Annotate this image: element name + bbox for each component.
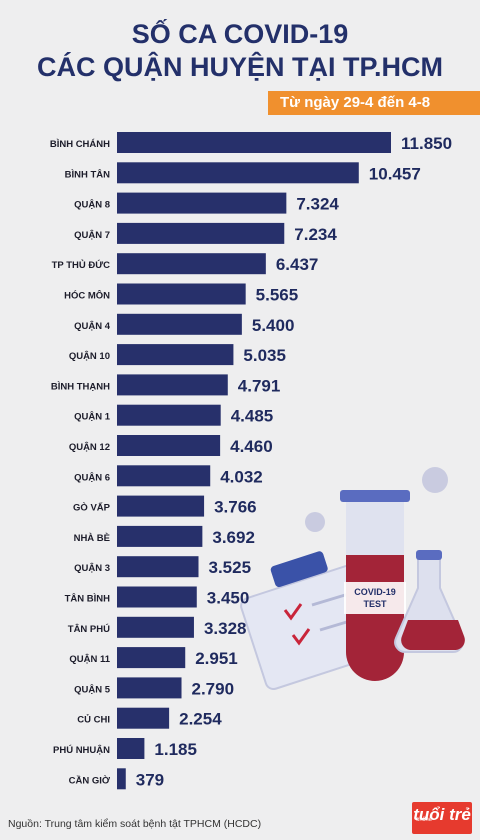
value-label: 10.457 [369,164,421,183]
value-label: 3.450 [207,589,250,608]
category-label: TÂN BÌNH [65,593,111,605]
category-label: BÌNH THẠNH [51,381,110,392]
value-label: 379 [136,770,164,789]
bar [117,344,233,365]
value-label: 2.254 [179,710,222,729]
bar [117,132,391,153]
category-label: QUẬN 4 [74,320,111,332]
value-label: 4.032 [220,467,263,486]
category-label: GÒ VẤP [73,502,111,514]
source-note: Nguồn: Trung tâm kiểm soát bệnh tật TPHC… [8,818,261,830]
bar [117,556,199,577]
category-label: QUẬN 10 [69,350,110,362]
bar [117,435,220,456]
value-label: 5.400 [252,316,295,335]
category-label: QUẬN 8 [74,199,110,211]
value-label: 4.460 [230,437,273,456]
value-label: 3.525 [209,558,252,577]
category-label: CỦ CHI [77,714,110,726]
category-label: QUẬN 5 [74,683,111,695]
bar [117,617,194,638]
category-label: BÌNH TÂN [65,168,111,180]
value-label: 5.565 [256,286,299,305]
logo-subtext: online [416,807,432,833]
category-label: PHÚ NHUẬN [53,744,110,756]
bar [117,193,286,214]
bar [117,587,197,608]
value-label: 7.324 [296,195,339,214]
category-label: HÓC MÔN [64,290,110,302]
category-label: QUẬN 12 [69,441,110,453]
category-label: CẦN GIỜ [69,774,111,786]
value-label: 3.692 [212,528,255,547]
bar [117,738,144,759]
value-label: 11.850 [401,134,452,153]
value-label: 2.790 [192,679,235,698]
bar [117,526,202,547]
bar [117,647,185,668]
value-label: 6.437 [276,255,319,274]
bar [117,768,126,789]
bar [117,162,359,183]
bar [117,405,221,426]
value-label: 3.328 [204,619,247,638]
category-label: QUẬN 11 [69,653,110,665]
value-label: 3.766 [214,498,257,517]
bar [117,465,210,486]
bar [117,496,204,517]
bar [117,314,242,335]
category-label: TP THỦ ĐỨC [52,259,111,271]
bar [117,253,266,274]
category-label: NHÀ BÈ [74,533,110,544]
bar [117,677,182,698]
value-label: 2.951 [195,649,238,668]
value-label: 4.485 [231,407,274,426]
category-label: QUẬN 1 [74,411,111,423]
value-label: 1.185 [154,740,197,759]
value-label: 4.791 [238,376,281,395]
tuoi-tre-logo: tuổi trẻ online [412,802,472,834]
value-label: 7.234 [294,225,337,244]
bar [117,223,284,244]
category-label: TÂN PHÚ [68,623,110,635]
bar [117,284,246,305]
category-label: QUẬN 6 [74,471,110,483]
bar [117,374,228,395]
value-label: 5.035 [243,346,286,365]
category-label: BÌNH CHÁNH [50,139,110,150]
bar [117,708,169,729]
category-label: QUẬN 7 [74,229,110,241]
category-label: QUẬN 3 [74,562,110,574]
